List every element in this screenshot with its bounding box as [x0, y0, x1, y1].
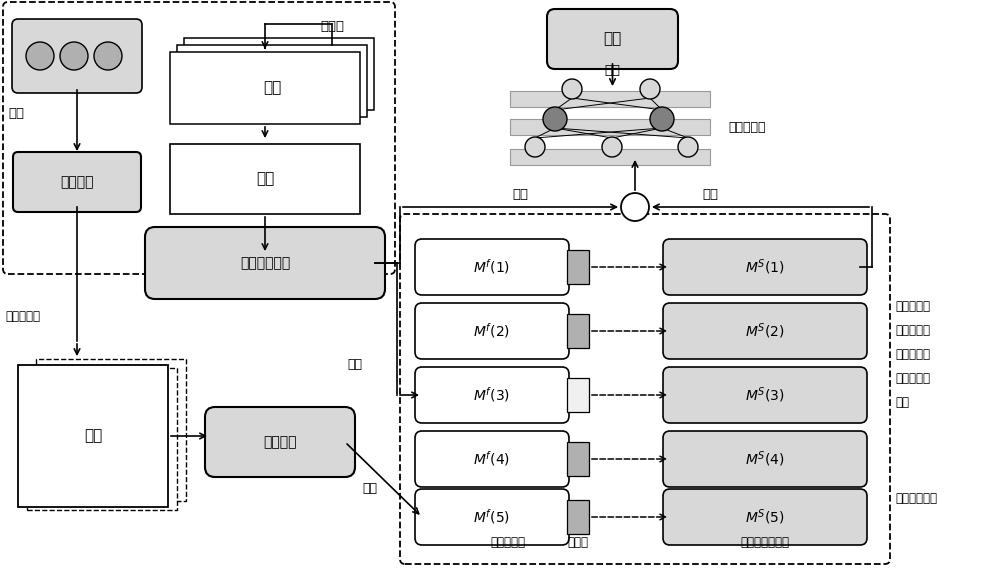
Bar: [567, 250, 589, 284]
Bar: [184, 38, 374, 110]
FancyBboxPatch shape: [663, 367, 867, 423]
Bar: [510, 119, 710, 135]
Bar: [18, 365, 168, 507]
FancyBboxPatch shape: [12, 19, 142, 93]
Text: 案情描述向量: 案情描述向量: [240, 256, 290, 270]
Text: 查找: 查找: [8, 108, 24, 120]
Text: $M^S$(2): $M^S$(2): [745, 321, 785, 341]
Text: 更新: 更新: [348, 358, 362, 372]
Circle shape: [621, 193, 649, 221]
Text: 读取: 读取: [702, 189, 718, 201]
Text: 相似度: 相似度: [567, 537, 588, 549]
Bar: [27, 368, 177, 510]
FancyBboxPatch shape: [415, 489, 569, 545]
Text: 文书: 文书: [84, 428, 102, 444]
Bar: [567, 500, 589, 534]
Text: $M^f$(5): $M^f$(5): [473, 508, 511, 526]
FancyBboxPatch shape: [13, 152, 141, 212]
Text: $M^S$(3): $M^S$(3): [745, 385, 785, 405]
FancyBboxPatch shape: [415, 303, 569, 359]
Bar: [36, 359, 186, 501]
Text: 卷积: 卷积: [263, 80, 281, 96]
Text: $M^S$(5): $M^S$(5): [745, 507, 785, 527]
Bar: [177, 45, 367, 117]
Text: 池化: 池化: [256, 171, 274, 186]
FancyBboxPatch shape: [547, 9, 678, 69]
FancyBboxPatch shape: [3, 2, 395, 274]
Bar: [170, 144, 360, 214]
Text: 案情描述: 案情描述: [60, 175, 94, 189]
Text: $M^S$(4): $M^S$(4): [745, 449, 785, 469]
Text: 案由: 案由: [603, 31, 622, 46]
Bar: [567, 442, 589, 476]
FancyBboxPatch shape: [415, 431, 569, 487]
Text: 全连接网络: 全连接网络: [728, 120, 766, 134]
FancyBboxPatch shape: [400, 214, 890, 564]
Bar: [170, 52, 360, 124]
FancyBboxPatch shape: [145, 227, 385, 299]
Text: 文书引用的: 文书引用的: [895, 349, 930, 361]
FancyBboxPatch shape: [663, 431, 867, 487]
Bar: [510, 91, 710, 107]
Text: 案情描述隐向量: 案情描述隐向量: [740, 537, 790, 549]
Bar: [510, 149, 710, 165]
Text: $M^f$(1): $M^f$(1): [473, 258, 511, 276]
FancyBboxPatch shape: [663, 489, 867, 545]
Text: 编码器: 编码器: [320, 20, 344, 34]
FancyBboxPatch shape: [663, 239, 867, 295]
Text: $M^f$(3): $M^f$(3): [473, 386, 511, 405]
Circle shape: [26, 42, 54, 70]
Text: 相同: 相同: [895, 397, 909, 409]
Text: 分类: 分类: [604, 64, 620, 78]
Text: 按规则抽取: 按规则抽取: [5, 310, 40, 324]
Circle shape: [94, 42, 122, 70]
FancyBboxPatch shape: [205, 407, 355, 477]
FancyBboxPatch shape: [415, 367, 569, 423]
Circle shape: [678, 137, 698, 157]
Text: $M^S$(1): $M^S$(1): [745, 257, 785, 277]
Circle shape: [640, 79, 660, 99]
Text: 卡槽个数与: 卡槽个数与: [895, 301, 930, 313]
FancyBboxPatch shape: [415, 239, 569, 295]
Bar: [567, 378, 589, 412]
Text: 法条隐向量: 法条隐向量: [490, 537, 526, 549]
Circle shape: [525, 137, 545, 157]
Text: +: +: [629, 200, 641, 214]
Text: 总法条数量: 总法条数量: [895, 372, 930, 386]
Circle shape: [60, 42, 88, 70]
Text: 数据集所有: 数据集所有: [895, 324, 930, 338]
Text: $M^f$(4): $M^f$(4): [473, 449, 511, 468]
Text: $M^f$(2): $M^f$(2): [473, 321, 511, 340]
FancyBboxPatch shape: [663, 303, 867, 359]
Circle shape: [562, 79, 582, 99]
Bar: [567, 314, 589, 348]
Text: 寻址: 寻址: [362, 482, 378, 496]
Text: 键值记忆模块: 键值记忆模块: [895, 493, 937, 505]
Circle shape: [543, 107, 567, 131]
Text: 法条向量: 法条向量: [263, 435, 297, 449]
Circle shape: [602, 137, 622, 157]
Circle shape: [650, 107, 674, 131]
Text: 复用: 复用: [512, 189, 528, 201]
